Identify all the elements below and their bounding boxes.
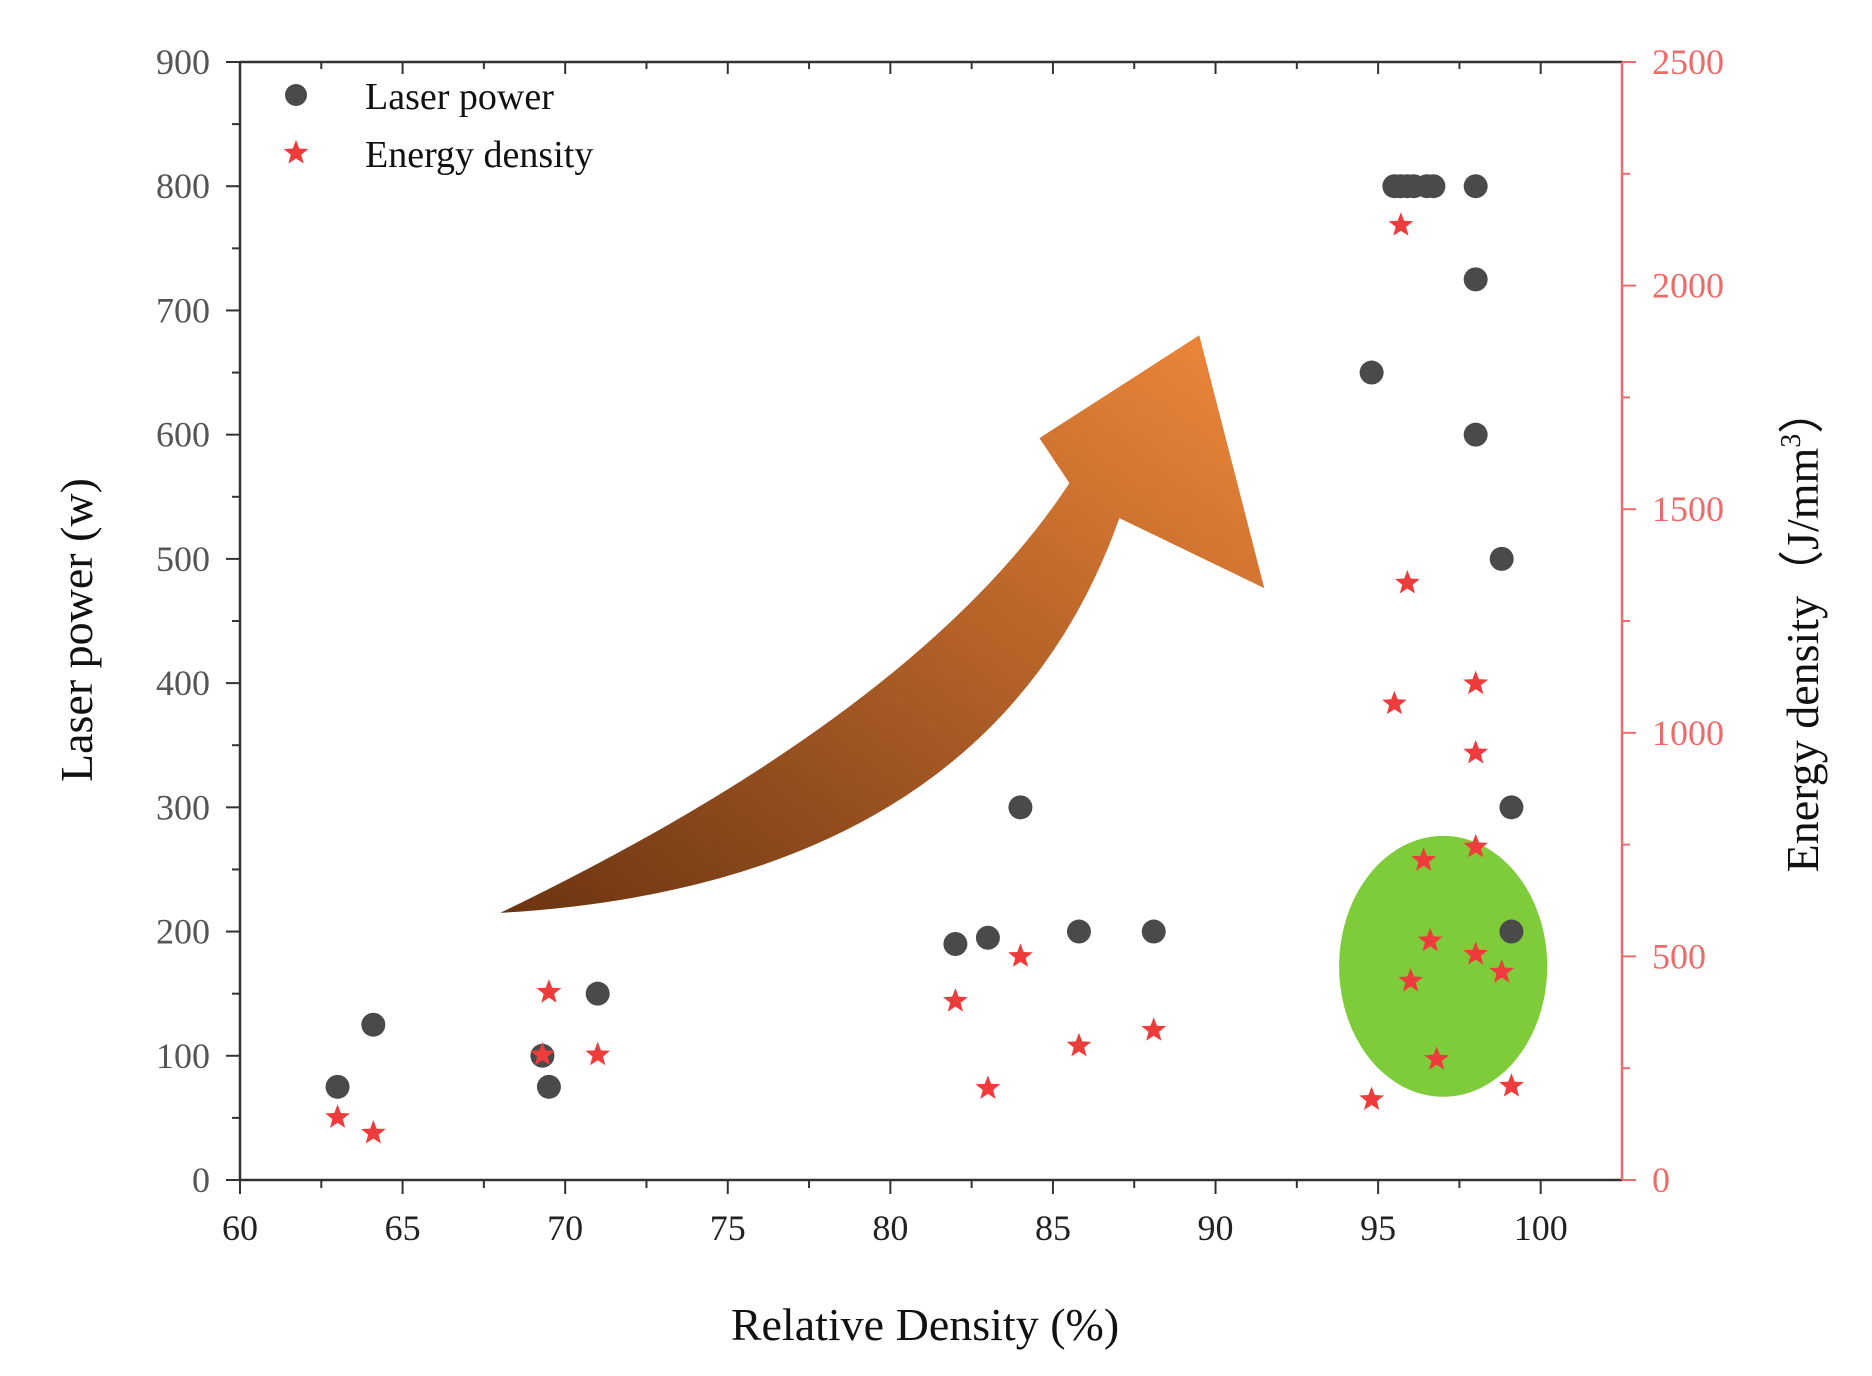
y2-axis-title-unit: （J/mm [1777, 447, 1828, 595]
x-tick-label: 100 [1514, 1208, 1568, 1248]
y-tick-label: 100 [156, 1036, 210, 1076]
y2-tick-label: 1000 [1652, 713, 1724, 753]
laser-power-point [1463, 174, 1488, 199]
energy-density-point [1489, 959, 1515, 983]
legend-marker-energy-density [283, 140, 309, 164]
laser-power-point [361, 1012, 386, 1037]
energy-density-point [1463, 833, 1489, 858]
y2-axis-title-name: Energy density [1777, 596, 1828, 872]
y2-tick-label: 500 [1652, 936, 1706, 976]
laser-power-point [325, 1074, 350, 1099]
y2-axis-title-superscript: 3 [1776, 434, 1807, 448]
laser-power-point [1463, 422, 1488, 447]
y-tick-label: 500 [156, 539, 210, 579]
y-tick-label: 900 [156, 42, 210, 82]
energy-density-point [1463, 739, 1489, 764]
x-tick-label: 60 [222, 1208, 258, 1248]
axes: 60 65 70 75 80 85 90 95 100010020030040050060070… [156, 42, 1724, 1248]
energy-density-point [1395, 569, 1420, 594]
x-tick-label: 85 [1035, 1208, 1071, 1248]
y2-axis-title: Energy density（J/mm3） [1776, 388, 1828, 873]
energy-density-point [536, 979, 562, 1003]
energy-density-point [1141, 1017, 1167, 1041]
x-tick-label: 65 [385, 1208, 421, 1248]
y2-axis-title-group: Energy density（J/mm3） [1776, 388, 1828, 873]
y-tick-label: 0 [192, 1160, 210, 1200]
legend-label-energy-density: Energy density [365, 134, 593, 176]
energy-density-point [1388, 212, 1414, 236]
energy-density-point [1382, 690, 1407, 715]
laser-power-point [1421, 174, 1446, 199]
legend-marker-laser-power [285, 84, 307, 106]
laser-power-point [1141, 919, 1166, 944]
laser-power-point [536, 1074, 561, 1099]
laser-power-point [1008, 795, 1033, 820]
x-tick-label: 70 [547, 1208, 583, 1248]
energy-density-point [1411, 847, 1437, 871]
y2-tick-label: 2000 [1652, 266, 1724, 306]
y-tick-label: 400 [156, 663, 210, 703]
y2-axis-title-close: ） [1777, 388, 1828, 434]
y-tick-label: 700 [156, 290, 210, 330]
data-points [325, 174, 1524, 1144]
y-axis-title: Laser power (w) [51, 478, 102, 782]
x-tick-label: 90 [1198, 1208, 1234, 1248]
energy-density-point [1359, 1086, 1384, 1111]
x-tick-label: 95 [1360, 1208, 1396, 1248]
energy-density-point [1424, 1046, 1450, 1070]
laser-power-point [1499, 919, 1524, 944]
legend: Laser power Energy density [283, 76, 593, 176]
energy-density-point [360, 1120, 386, 1144]
energy-density-point [975, 1075, 1001, 1099]
energy-density-point [530, 1041, 555, 1066]
y2-tick-label: 1500 [1652, 489, 1724, 529]
energy-density-point [1463, 670, 1489, 695]
laser-power-point [1463, 267, 1488, 292]
x-tick-label: 75 [710, 1208, 746, 1248]
laser-power-point [1499, 795, 1524, 820]
energy-density-point [1398, 968, 1423, 992]
energy-density-point [1417, 927, 1443, 952]
y-tick-label: 200 [156, 912, 210, 952]
y-tick-label: 300 [156, 787, 210, 827]
y2-tick-label: 2500 [1652, 42, 1724, 82]
energy-density-point [1008, 943, 1033, 967]
energy-density-point [1463, 941, 1489, 965]
laser-power-point [1066, 919, 1091, 944]
annotation-layer [500, 335, 1548, 1097]
y2-tick-label: 0 [1652, 1160, 1670, 1200]
trend-arrow [500, 335, 1265, 913]
laser-power-point [585, 981, 610, 1006]
legend-label-laser-power: Laser power [365, 76, 554, 118]
x-tick-label: 80 [872, 1208, 908, 1248]
laser-power-point [1359, 360, 1384, 385]
energy-density-point [1499, 1073, 1524, 1097]
energy-density-point [585, 1041, 611, 1066]
energy-density-point [325, 1104, 350, 1128]
x-axis-title: Relative Density (%) [731, 1299, 1119, 1350]
energy-density-point [943, 988, 968, 1012]
laser-power-point [975, 925, 1000, 950]
laser-power-point [1489, 546, 1514, 571]
y-tick-label: 800 [156, 166, 210, 206]
highlight-ellipse [1339, 835, 1548, 1097]
energy-density-point [1066, 1032, 1092, 1057]
laser-power-point [943, 931, 968, 956]
y-tick-label: 600 [156, 415, 210, 455]
